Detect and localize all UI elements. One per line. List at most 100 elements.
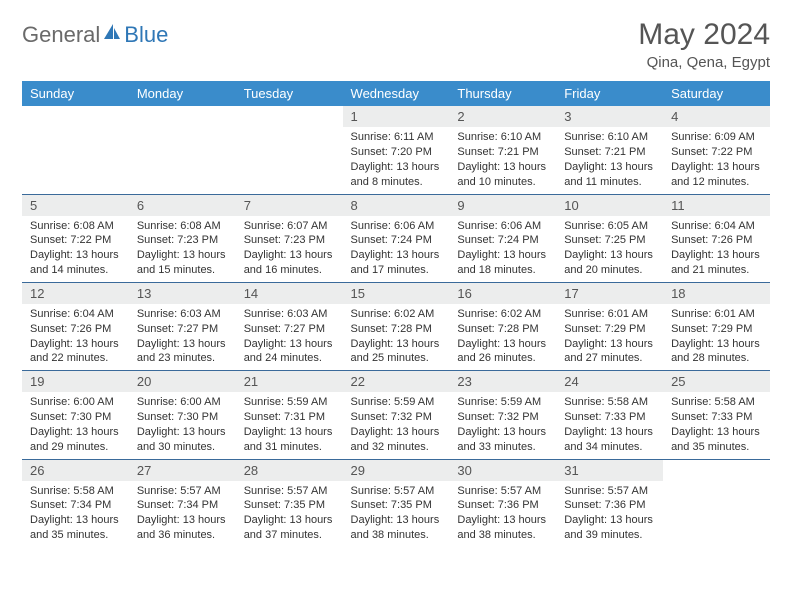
- day-number: [236, 106, 343, 127]
- calendar-day-cell: 24Sunrise: 5:58 AMSunset: 7:33 PMDayligh…: [556, 371, 663, 459]
- sunset-line: Sunset: 7:21 PM: [457, 146, 538, 158]
- sunrise-line: Sunrise: 5:58 AM: [30, 485, 114, 497]
- day-number: 16: [449, 283, 556, 304]
- calendar-day-cell: 3Sunrise: 6:10 AMSunset: 7:21 PMDaylight…: [556, 106, 663, 194]
- weekday-header: Sunday: [22, 81, 129, 106]
- sunrise-line: Sunrise: 6:01 AM: [564, 308, 648, 320]
- daylight-line: Daylight: 13 hours and 34 minutes.: [564, 426, 653, 453]
- sunrise-line: Sunrise: 6:06 AM: [457, 220, 541, 232]
- day-number: [663, 460, 770, 481]
- daylight-line: Daylight: 13 hours and 36 minutes.: [137, 514, 226, 541]
- day-number: 21: [236, 371, 343, 392]
- day-number: 6: [129, 195, 236, 216]
- calendar-day-cell: 18Sunrise: 6:01 AMSunset: 7:29 PMDayligh…: [663, 282, 770, 370]
- calendar-day-cell: 29Sunrise: 5:57 AMSunset: 7:35 PMDayligh…: [343, 459, 450, 547]
- sunrise-line: Sunrise: 6:08 AM: [137, 220, 221, 232]
- day-details: Sunrise: 6:09 AMSunset: 7:22 PMDaylight:…: [663, 127, 770, 193]
- sunset-line: Sunset: 7:34 PM: [30, 499, 111, 511]
- day-details: Sunrise: 5:59 AMSunset: 7:32 PMDaylight:…: [449, 392, 556, 458]
- sunset-line: Sunset: 7:26 PM: [30, 323, 111, 335]
- day-number: 18: [663, 283, 770, 304]
- sunset-line: Sunset: 7:24 PM: [457, 234, 538, 246]
- weekday-header: Tuesday: [236, 81, 343, 106]
- sunrise-line: Sunrise: 6:11 AM: [351, 131, 434, 143]
- day-number: 15: [343, 283, 450, 304]
- calendar-day-cell: 14Sunrise: 6:03 AMSunset: 7:27 PMDayligh…: [236, 282, 343, 370]
- sunrise-line: Sunrise: 6:03 AM: [137, 308, 221, 320]
- day-number: 3: [556, 106, 663, 127]
- header: General Blue May 2024 Qina, Qena, Egypt: [22, 18, 770, 71]
- day-details: Sunrise: 6:11 AMSunset: 7:20 PMDaylight:…: [343, 127, 450, 193]
- day-number: [22, 106, 129, 127]
- sunset-line: Sunset: 7:36 PM: [564, 499, 645, 511]
- calendar-table: SundayMondayTuesdayWednesdayThursdayFrid…: [22, 81, 770, 547]
- calendar-day-cell: 26Sunrise: 5:58 AMSunset: 7:34 PMDayligh…: [22, 459, 129, 547]
- calendar-day-cell: 31Sunrise: 5:57 AMSunset: 7:36 PMDayligh…: [556, 459, 663, 547]
- day-number: 13: [129, 283, 236, 304]
- calendar-day-cell: 6 Sunrise: 6:08 AM Sunset: 7:23 PM Daylight…: [129, 194, 236, 282]
- calendar-day-cell: 7Sunrise: 6:07 AMSunset: 7:23 PMDaylight…: [236, 194, 343, 282]
- day-number: 8: [343, 195, 450, 216]
- calendar-day-cell: 19Sunrise: 6:00 AMSunset: 7:30 PMDayligh…: [22, 371, 129, 459]
- calendar-day-cell: 27Sunrise: 5:57 AMSunset: 7:34 PMDayligh…: [129, 459, 236, 547]
- location-text: Qina, Qena, Egypt: [638, 54, 770, 71]
- calendar-day-cell: 2Sunrise: 6:10 AMSunset: 7:21 PMDaylight…: [449, 106, 556, 194]
- day-number: 12: [22, 283, 129, 304]
- daylight-line: Daylight: 13 hours and 32 minutes.: [351, 426, 440, 453]
- sunset-line: Sunset: 7:29 PM: [564, 323, 645, 335]
- logo-text-1: General: [22, 22, 100, 48]
- calendar-day-cell: 10Sunrise: 6:05 AMSunset: 7:25 PMDayligh…: [556, 194, 663, 282]
- sunrise-line: Sunrise: 5:58 AM: [564, 396, 648, 408]
- calendar-day-cell: [22, 106, 129, 194]
- sunrise-line: Sunrise: 5:57 AM: [244, 485, 328, 497]
- sunset-line: Sunset: 7:33 PM: [671, 411, 752, 423]
- logo-text-2: Blue: [124, 22, 168, 48]
- day-details: Sunrise: 5:57 AMSunset: 7:36 PMDaylight:…: [556, 481, 663, 547]
- daylight-line: Daylight: 13 hours and 25 minutes.: [351, 338, 440, 365]
- daylight-line: Daylight: 13 hours and 12 minutes.: [671, 161, 760, 188]
- day-number: 23: [449, 371, 556, 392]
- calendar-day-cell: 30Sunrise: 5:57 AMSunset: 7:36 PMDayligh…: [449, 459, 556, 547]
- day-number: 14: [236, 283, 343, 304]
- logo: General Blue: [22, 18, 168, 48]
- calendar-day-cell: [236, 106, 343, 194]
- calendar-day-cell: 25Sunrise: 5:58 AMSunset: 7:33 PMDayligh…: [663, 371, 770, 459]
- sunset-line: Sunset: 7:23 PM: [137, 234, 218, 246]
- calendar-day-cell: 5Sunrise: 6:08 AMSunset: 7:22 PMDaylight…: [22, 194, 129, 282]
- sunset-line: Sunset: 7:20 PM: [351, 146, 432, 158]
- calendar-day-cell: 22Sunrise: 5:59 AMSunset: 7:32 PMDayligh…: [343, 371, 450, 459]
- daylight-line: Daylight: 13 hours and 29 minutes.: [30, 426, 119, 453]
- day-details: Sunrise: 6:02 AMSunset: 7:28 PMDaylight:…: [449, 304, 556, 370]
- day-number: 9: [449, 195, 556, 216]
- weekday-header: Saturday: [663, 81, 770, 106]
- sunset-line: Sunset: 7:27 PM: [137, 323, 218, 335]
- day-details: Sunrise: 5:59 AMSunset: 7:31 PMDaylight:…: [236, 392, 343, 458]
- page-title: May 2024: [638, 18, 770, 52]
- day-number: 4: [663, 106, 770, 127]
- day-number: 5: [22, 195, 129, 216]
- sunrise-line: Sunrise: 5:58 AM: [671, 396, 755, 408]
- calendar-week-row: 5Sunrise: 6:08 AMSunset: 7:22 PMDaylight…: [22, 194, 770, 282]
- day-number: 29: [343, 460, 450, 481]
- sunset-line: Sunset: 7:23 PM: [244, 234, 325, 246]
- day-number: 26: [22, 460, 129, 481]
- daylight-line: Daylight: 13 hours and 28 minutes.: [671, 338, 760, 365]
- sail-icon: [102, 22, 122, 48]
- day-details: Sunrise: 5:58 AMSunset: 7:33 PMDaylight:…: [663, 392, 770, 458]
- sunset-line: Sunset: 7:24 PM: [351, 234, 432, 246]
- calendar-week-row: 1Sunrise: 6:11 AMSunset: 7:20 PMDaylight…: [22, 106, 770, 194]
- day-details: Sunrise: 6:07 AMSunset: 7:23 PMDaylight:…: [236, 216, 343, 282]
- daylight-line: Daylight: 13 hours and 31 minutes.: [244, 426, 333, 453]
- day-number: 17: [556, 283, 663, 304]
- daylight-line: Daylight: 13 hours and 15 minutes.: [137, 249, 226, 276]
- calendar-week-row: 19Sunrise: 6:00 AMSunset: 7:30 PMDayligh…: [22, 371, 770, 459]
- day-details: Sunrise: 5:58 AMSunset: 7:34 PMDaylight:…: [22, 481, 129, 547]
- sunset-line: Sunset: 7:29 PM: [671, 323, 752, 335]
- daylight-line: Daylight: 13 hours and 38 minutes.: [457, 514, 546, 541]
- calendar-week-row: 12 Sunrise: 6:04 AM Sunset: 7:26 PM Dayligh…: [22, 282, 770, 370]
- sunrise-line: Sunrise: 6:04 AM: [30, 308, 114, 320]
- daylight-line: Daylight: 13 hours and 10 minutes.: [457, 161, 546, 188]
- day-number: 2: [449, 106, 556, 127]
- calendar-day-cell: 15Sunrise: 6:02 AMSunset: 7:28 PMDayligh…: [343, 282, 450, 370]
- day-number: 24: [556, 371, 663, 392]
